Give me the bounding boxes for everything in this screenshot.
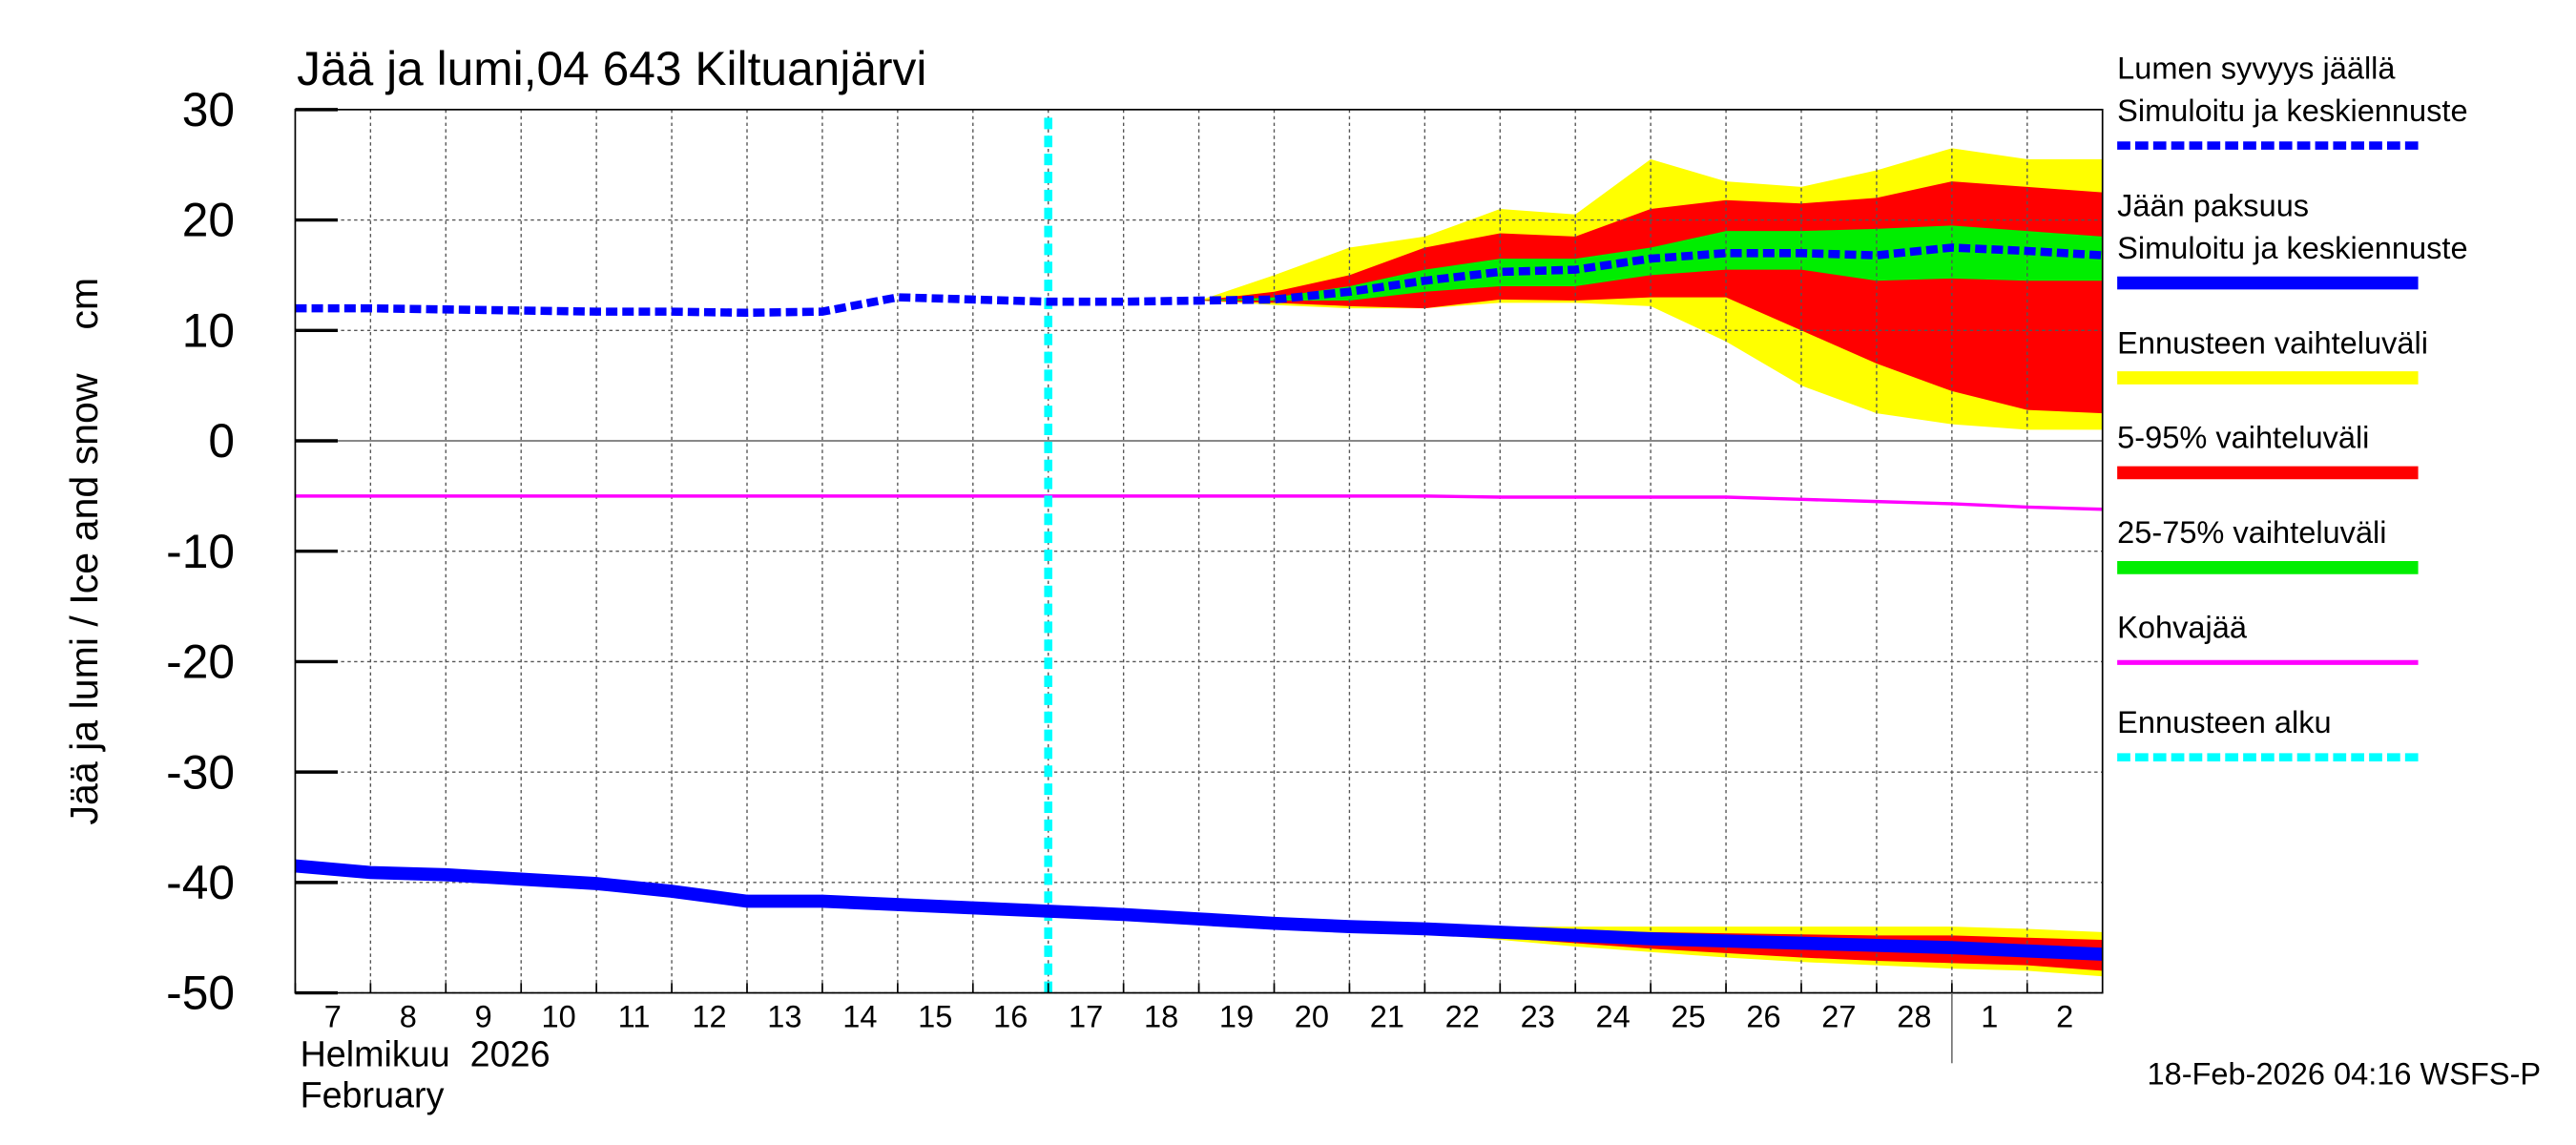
x-tick-label: 14 (842, 1000, 877, 1034)
y-tick-label: -40 (166, 856, 235, 909)
x-tick-label: 23 (1521, 1000, 1555, 1034)
x-tick-label: 2 (2056, 1000, 2073, 1034)
x-tick-label: 11 (618, 1000, 651, 1034)
x-tick-label: 25 (1671, 1000, 1705, 1034)
x-axis-label-month: Helmikuu 2026 (301, 1034, 551, 1074)
x-axis-label-english: February (301, 1075, 445, 1115)
ice-thickness-line (294, 859, 2104, 961)
x-tick-label: 18 (1144, 1000, 1178, 1034)
footer-timestamp: 18-Feb-2026 04:16 WSFS-P (2147, 1057, 2541, 1092)
x-tick-label: 28 (1897, 1000, 1931, 1034)
x-tick-label: 20 (1295, 1000, 1329, 1034)
y-tick-label: 10 (182, 303, 235, 357)
y-tick-label: -30 (166, 745, 235, 799)
y-tick-label: 0 (208, 414, 235, 468)
x-tick-label: 1 (1981, 1000, 1998, 1034)
y-tick-label: -20 (166, 635, 235, 689)
legend-label: Lumen syvyys jäällä (2117, 51, 2396, 85)
x-tick-label: 26 (1746, 1000, 1780, 1034)
x-tick-label: 19 (1219, 1000, 1254, 1034)
legend-label: Jään paksuus (2117, 188, 2309, 222)
x-tick-label: 10 (542, 1000, 576, 1034)
x-tick-label: 27 (1821, 1000, 1856, 1034)
y-tick-label: 30 (182, 83, 235, 136)
x-tick-label: 22 (1445, 1000, 1480, 1034)
snow-depth-line (295, 243, 2103, 318)
x-tick-label: 17 (1069, 1000, 1103, 1034)
legend-label: Simuloitu ja keskiennuste (2117, 231, 2467, 265)
legend-label: Kohvajää (2117, 611, 2248, 645)
x-tick-label: 8 (400, 1000, 417, 1034)
kohvajaa-line (295, 494, 2103, 511)
chart-title: Jää ja lumi,04 643 Kiltuanjärvi (297, 42, 926, 95)
y-tick-label: -50 (166, 967, 235, 1020)
x-tick-label: 13 (767, 1000, 801, 1034)
x-tick-label: 9 (475, 1000, 492, 1034)
x-tick-label: 7 (324, 1000, 342, 1034)
x-tick-label: 16 (993, 1000, 1028, 1034)
legend-label: Ennusteen vaihteluväli (2117, 325, 2428, 360)
x-tick-label: 21 (1370, 1000, 1404, 1034)
y-tick-label: 20 (182, 194, 235, 247)
legend-label: Simuloitu ja keskiennuste (2117, 94, 2467, 128)
legend-label: 5-95% vaihteluväli (2117, 421, 2369, 455)
x-tick-label: 24 (1596, 1000, 1631, 1034)
x-tick-label: 15 (918, 1000, 952, 1034)
x-tick-label: 12 (692, 1000, 726, 1034)
legend-label: Ennusteen alku (2117, 705, 2332, 739)
y-axis-label: Jää ja lumi / Ice and snow cm (62, 278, 106, 825)
legend-label: 25-75% vaihteluväli (2117, 515, 2386, 550)
y-tick-label: -10 (166, 525, 235, 578)
